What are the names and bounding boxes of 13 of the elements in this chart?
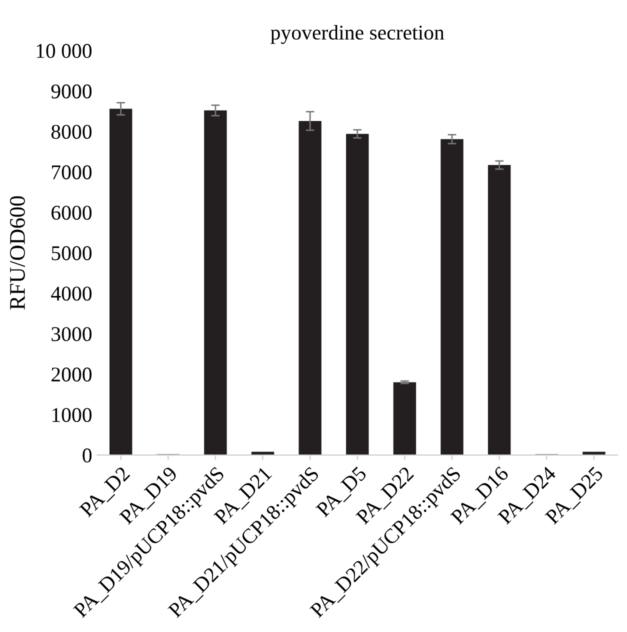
y-tick-label: 3000 xyxy=(52,327,92,342)
chart-title: pyoverdine secretion xyxy=(270,24,444,44)
y-tick-label: 4000 xyxy=(51,286,92,301)
y-tick-label: 5000 xyxy=(52,246,92,260)
y-tick-label: 6000 xyxy=(52,206,92,220)
y-tick-label: 10 000 xyxy=(36,44,92,58)
y-tick-label: 2000 xyxy=(52,368,92,382)
y-tick-label: 1000 xyxy=(52,408,92,422)
y-tick-label: 8000 xyxy=(51,124,92,139)
y-tick-label: 9000 xyxy=(51,84,92,98)
y-tick-label: 0 xyxy=(82,448,92,462)
y-tick-label: 7000 xyxy=(52,165,92,180)
y-axis-title: RFU/OD600 xyxy=(10,196,25,310)
